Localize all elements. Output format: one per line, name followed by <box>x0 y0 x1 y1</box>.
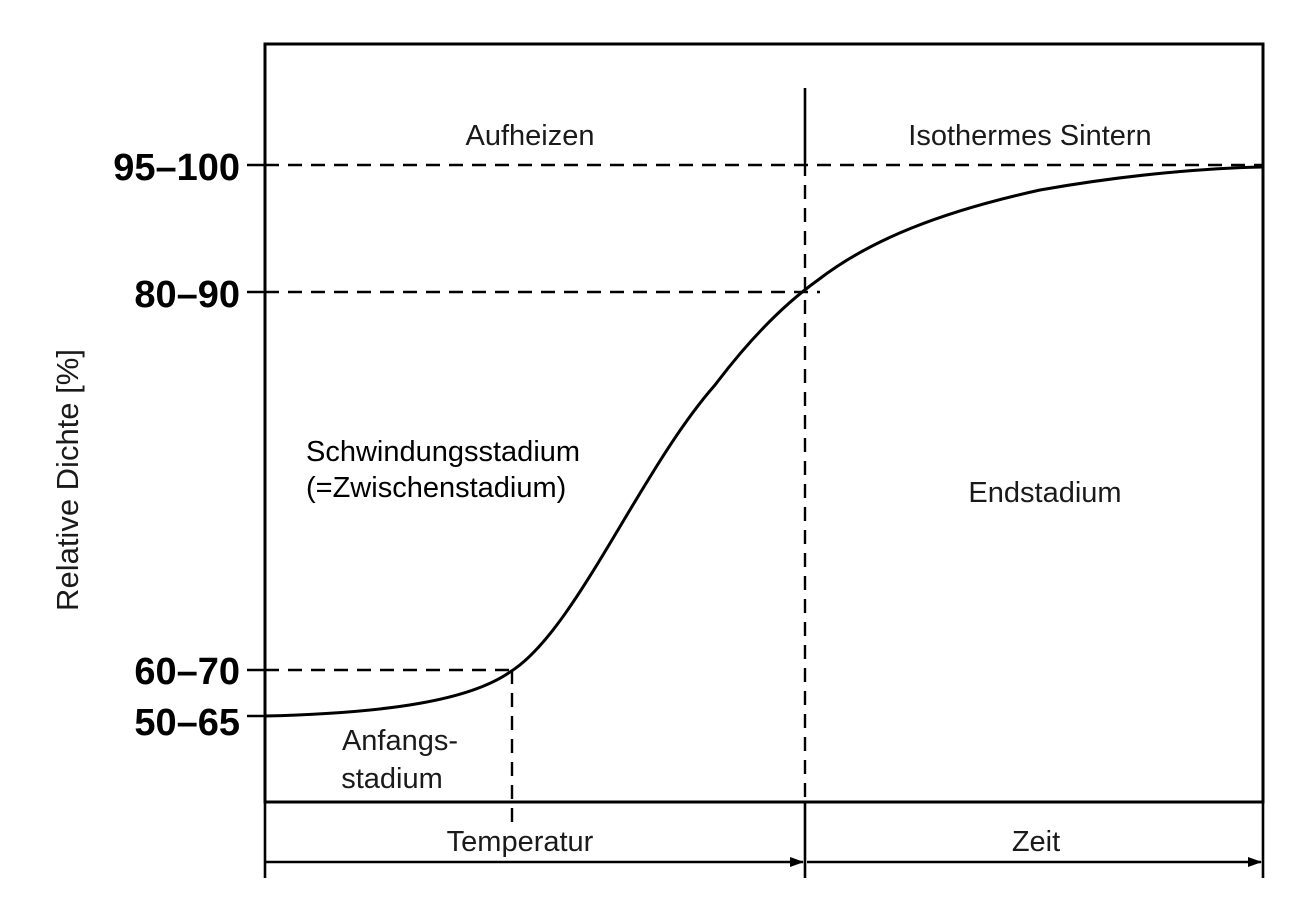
region-label-intermediate-2: (=Zwischenstadium) <box>306 472 566 504</box>
region-label-heating: Aufheizen <box>466 120 595 152</box>
ytick-95-100: 95–100 <box>113 147 240 189</box>
region-label-final: Endstadium <box>968 477 1121 509</box>
ytick-60-70: 60–70 <box>134 651 240 693</box>
plot-frame <box>263 42 1265 804</box>
ytick-50-65: 50–65 <box>134 702 240 744</box>
y-axis-label: Relative Dichte [%] <box>50 349 85 611</box>
ytick-80-90: 80–90 <box>134 274 240 316</box>
x-label-time: Zeit <box>1012 826 1060 858</box>
x-label-temperature: Temperatur <box>447 826 594 858</box>
region-label-initial-1: Anfangs- <box>342 725 458 757</box>
region-label-intermediate-1: Schwindungsstadium <box>306 436 580 468</box>
density-curve <box>264 165 1264 718</box>
region-label-isothermal: Isothermes Sintern <box>908 120 1151 152</box>
region-label-initial-2: stadium <box>341 763 443 795</box>
